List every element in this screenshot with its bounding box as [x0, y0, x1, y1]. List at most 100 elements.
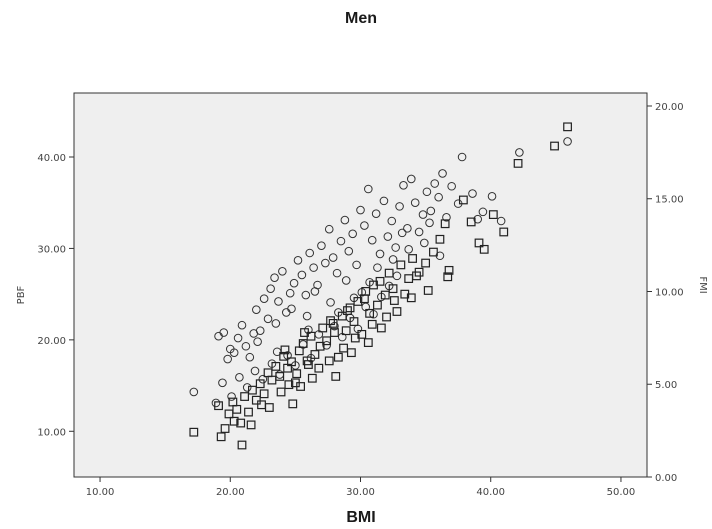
data-point-square	[279, 351, 289, 361]
series-squares	[189, 122, 572, 450]
data-point-square	[189, 427, 199, 437]
data-point-circle	[235, 373, 244, 382]
data-point-square	[259, 389, 269, 399]
data-point-square	[276, 387, 286, 397]
data-point-circle	[348, 229, 357, 239]
data-point-circle	[395, 202, 404, 211]
y-axis-left: 10.00 20.00 30.00 40.00	[37, 153, 74, 438]
data-point-circle	[344, 246, 354, 256]
data-point-circle	[425, 218, 434, 228]
data-point-circle	[404, 245, 413, 254]
data-point-circle	[250, 366, 260, 376]
data-point-circle	[341, 276, 351, 285]
data-point-square	[307, 373, 317, 383]
x-tick-label: 20.00	[216, 487, 245, 498]
data-point-square	[244, 407, 253, 417]
data-point-square	[367, 319, 377, 329]
data-point-square	[444, 265, 454, 275]
data-point-square	[287, 357, 296, 367]
data-point-square	[310, 350, 320, 359]
data-point-square	[435, 234, 445, 244]
data-point-square	[350, 333, 360, 343]
data-point-circle	[285, 288, 295, 298]
data-point-circle	[227, 392, 236, 401]
data-point-square	[304, 360, 313, 369]
y2-axis-label: FMI	[697, 276, 708, 293]
data-point-circle	[457, 152, 467, 162]
data-point-square	[365, 308, 375, 318]
data-point-circle	[388, 255, 398, 264]
data-point-circle	[241, 341, 251, 351]
data-point-square	[345, 303, 355, 313]
data-point-circle	[379, 196, 389, 206]
data-point-square	[380, 290, 390, 300]
data-point-square	[375, 276, 385, 286]
data-point-square	[563, 122, 572, 132]
data-point-square	[389, 296, 399, 305]
y-tick-label: 20.00	[37, 336, 66, 347]
data-point-circle	[371, 209, 381, 218]
data-point-square	[343, 306, 352, 315]
data-point-circle	[383, 232, 393, 241]
data-point-square	[318, 323, 328, 333]
data-point-square	[288, 399, 298, 409]
x-tick-label: 40.00	[476, 487, 505, 498]
y-tick-label: 40.00	[37, 153, 66, 164]
data-point-square	[474, 238, 484, 248]
data-point-square	[384, 268, 394, 278]
data-point-square	[423, 286, 433, 295]
data-point-square	[214, 401, 223, 411]
data-point-circle	[259, 294, 269, 304]
data-point-circle	[229, 348, 239, 357]
data-point-circle	[403, 224, 412, 233]
data-point-square	[251, 395, 261, 405]
data-point-square	[296, 382, 305, 391]
y2-tick-label: 5.00	[655, 380, 677, 391]
data-point-circle	[270, 273, 279, 282]
data-point-circle	[391, 243, 400, 252]
data-point-square	[330, 328, 339, 337]
data-point-circle	[496, 216, 506, 226]
data-point-circle	[563, 137, 572, 146]
data-point-square	[240, 392, 249, 401]
y2-tick-label: 0.00	[655, 473, 677, 484]
data-point-circle	[426, 206, 436, 216]
data-point-circle	[356, 205, 365, 215]
data-point-circle	[468, 189, 477, 198]
data-point-circle	[434, 192, 443, 202]
data-point-circle	[515, 148, 524, 157]
data-point-square	[246, 420, 256, 430]
y2-tick-label: 15.00	[655, 195, 684, 206]
data-point-square	[412, 271, 421, 281]
data-point-circle	[258, 374, 268, 384]
chart-title: Men	[345, 10, 377, 27]
data-point-circle	[289, 278, 299, 288]
data-point-circle	[310, 287, 320, 296]
data-point-circle	[293, 256, 303, 265]
data-point-square	[396, 260, 406, 270]
data-point-circle	[218, 378, 227, 388]
data-point-circle	[447, 181, 456, 191]
data-point-square	[315, 341, 325, 351]
data-point-circle	[233, 333, 243, 343]
data-point-circle	[430, 179, 440, 188]
x-tick-label: 30.00	[346, 487, 375, 498]
y-axis-right: 0.00 5.00 10.00 15.00 20.00	[647, 102, 684, 484]
data-point-square	[550, 141, 559, 151]
data-point-circle	[274, 297, 283, 306]
data-point-square	[328, 319, 338, 328]
data-point-circle	[266, 284, 275, 293]
data-point-circle	[255, 326, 265, 336]
data-point-circle	[387, 216, 397, 226]
data-point-square	[271, 361, 281, 371]
x-axis-label: BMI	[346, 509, 375, 526]
data-point-circle	[324, 224, 334, 234]
data-point-square	[346, 348, 356, 358]
data-point-square	[248, 385, 257, 395]
data-point-circle	[189, 387, 199, 397]
data-point-square	[339, 343, 348, 353]
data-point-square	[429, 247, 438, 257]
data-point-square	[363, 338, 373, 347]
data-point-circle	[406, 174, 416, 184]
data-point-square	[349, 317, 359, 326]
